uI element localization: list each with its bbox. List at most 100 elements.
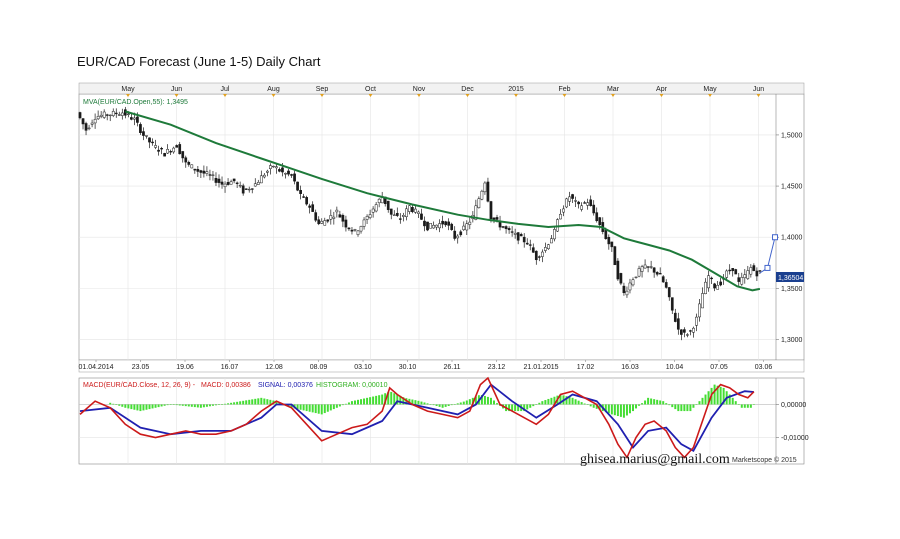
macd-histogram (109, 384, 755, 418)
price-tick-label: 1,3500 (781, 286, 803, 293)
histogram-bar (707, 391, 710, 405)
histogram-bar (444, 404, 447, 407)
month-label: Sep (316, 86, 329, 93)
candle-body (583, 202, 586, 204)
candle-body (459, 231, 463, 236)
candle-body (350, 229, 354, 232)
histogram-bar (453, 404, 456, 405)
candle-body (528, 244, 532, 246)
histogram-bar (127, 404, 130, 409)
candle-body (755, 270, 759, 277)
candle-body (547, 244, 550, 249)
candle-body (731, 268, 735, 272)
date-label: 01.04.2014 (78, 364, 113, 371)
candle-body (432, 224, 435, 229)
candle-body (344, 219, 348, 228)
histogram-bar (199, 404, 202, 408)
candle-body (423, 220, 426, 227)
histogram-bar (653, 399, 656, 405)
macd-legend-macd: MACD: 0,00386 (201, 382, 251, 389)
histogram-bar (233, 402, 236, 405)
histogram-bar (692, 404, 695, 408)
candle-body (411, 207, 414, 213)
candle-body (172, 147, 176, 153)
candle-body (507, 228, 511, 231)
candle-body (462, 225, 466, 231)
histogram-bar (680, 404, 683, 412)
candle-body (637, 268, 641, 277)
histogram-bar (121, 404, 124, 407)
histogram-bar (435, 404, 438, 407)
candle-body (631, 279, 635, 286)
candle-body (540, 251, 544, 257)
histogram-bar (160, 404, 163, 407)
candle-body (120, 112, 124, 116)
candle-body (293, 173, 296, 182)
month-axis-strip (78, 82, 805, 95)
price-tick-label: 1,4500 (781, 184, 803, 191)
candle-body (93, 119, 97, 124)
candle-body (483, 182, 487, 193)
price-panel (78, 93, 805, 361)
candle-body (719, 281, 722, 286)
histogram-bar (118, 404, 121, 406)
histogram-bar (438, 404, 441, 407)
date-label: 16.07 (221, 364, 239, 371)
histogram-bar (329, 404, 332, 411)
candle-body (670, 297, 674, 311)
histogram-bar (674, 404, 677, 410)
histogram-bar (372, 396, 375, 405)
candle-body (326, 219, 330, 222)
price-tick-label: 1,5000 (781, 132, 803, 139)
candle-body (392, 214, 396, 216)
histogram-bar (429, 404, 432, 405)
candle-body (359, 226, 363, 232)
candle-body (586, 202, 590, 206)
histogram-bar (628, 404, 631, 414)
histogram-bar (302, 404, 305, 411)
candle-body (667, 287, 671, 298)
candle-body (477, 198, 481, 209)
candle-body (438, 223, 441, 229)
date-label: 12.08 (265, 364, 283, 371)
date-labels: 01.04.2014 23.05 19.06 16.07 12.08 08.09 03.10… (78, 360, 772, 371)
histogram-bar (260, 397, 263, 405)
candle-body (136, 116, 139, 123)
candle-body (205, 171, 209, 174)
month-label: May (121, 86, 135, 93)
candle-body (244, 188, 248, 190)
price-tick-label: 1,3000 (781, 337, 803, 344)
candle-body (374, 204, 378, 212)
month-label: Mar (607, 86, 620, 93)
month-marker (126, 94, 130, 97)
candle-body (746, 270, 750, 279)
histogram-bar (523, 404, 526, 412)
candle-body (728, 269, 732, 272)
histogram-bar (224, 403, 227, 405)
candle-body (562, 208, 565, 213)
candle-body (686, 334, 689, 336)
histogram-bar (583, 403, 586, 405)
candle-body (226, 182, 230, 185)
candle-body (341, 215, 345, 222)
candle-body (223, 183, 227, 188)
candle-body (420, 213, 423, 220)
histogram-bar (686, 404, 689, 412)
histogram-bar (411, 399, 414, 405)
histogram-bar (290, 404, 293, 408)
histogram-bar (752, 404, 755, 405)
histogram-bar (480, 395, 483, 405)
histogram-bar (145, 404, 148, 410)
candle-body (311, 204, 315, 212)
candle-body (178, 144, 182, 155)
candle-body (613, 246, 617, 266)
histogram-bar (462, 401, 465, 405)
candle-body (329, 215, 333, 220)
candle-body (160, 148, 163, 150)
histogram-bar (650, 398, 653, 405)
month-labels: May Jun Jul Aug Sep Oct Nov Dec 2015 Feb Mar Apr May… (121, 86, 764, 97)
histogram-bar (550, 397, 553, 405)
histogram-bar (722, 387, 725, 405)
date-label: 08.09 (310, 364, 328, 371)
histogram-bar (193, 404, 196, 408)
